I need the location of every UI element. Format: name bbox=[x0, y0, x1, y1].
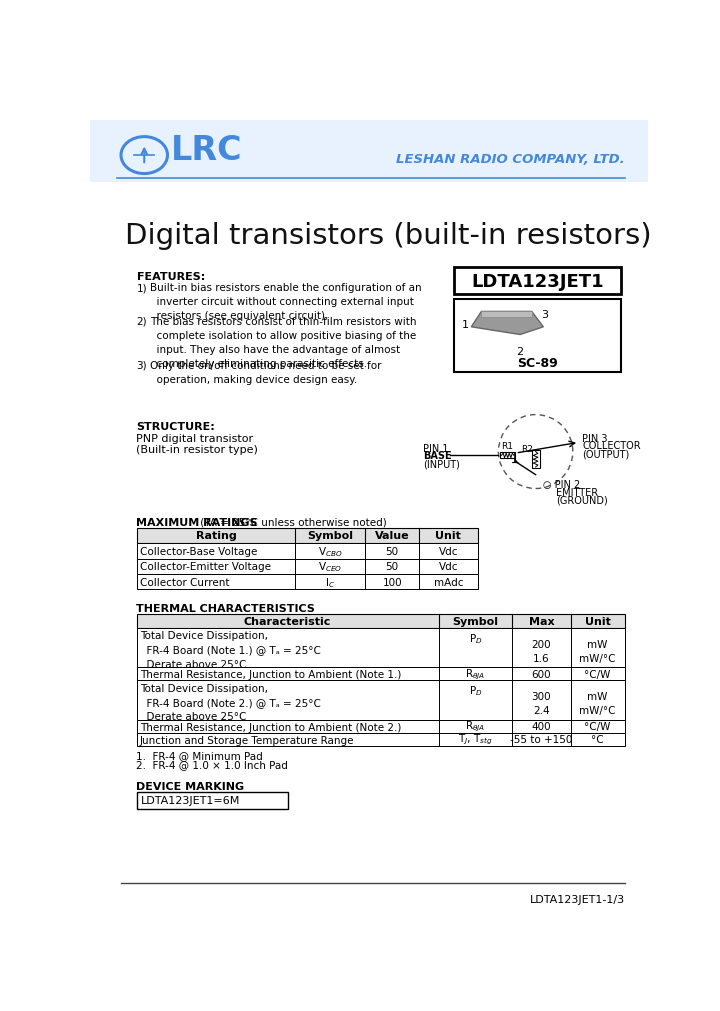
Text: Total Device Dissipation,
  FR-4 Board (Note 1.) @ Tₐ = 25°C
  Derate above 25°C: Total Device Dissipation, FR-4 Board (No… bbox=[140, 631, 320, 669]
Text: PIN 1: PIN 1 bbox=[423, 443, 449, 453]
Text: 1.  FR-4 @ Minimum Pad: 1. FR-4 @ Minimum Pad bbox=[137, 750, 264, 760]
Bar bbox=[500, 453, 516, 459]
Text: °C/W: °C/W bbox=[585, 669, 611, 679]
Text: The bias resistors consist of thin-film resistors with
  complete isolation to a: The bias resistors consist of thin-film … bbox=[150, 316, 417, 368]
Text: (TA = 25°C unless otherwise noted): (TA = 25°C unless otherwise noted) bbox=[197, 518, 387, 528]
Bar bbox=[137, 733, 625, 746]
Text: FEATURES:: FEATURES: bbox=[137, 272, 204, 282]
Text: (INPUT): (INPUT) bbox=[423, 459, 460, 469]
Bar bbox=[137, 574, 477, 589]
Text: Rating: Rating bbox=[196, 531, 236, 541]
Text: Total Device Dissipation,
  FR-4 Board (Note 2.) @ Tₐ = 25°C
  Derate above 25°C: Total Device Dissipation, FR-4 Board (No… bbox=[140, 682, 320, 722]
Bar bbox=[454, 300, 621, 373]
Bar bbox=[137, 615, 625, 628]
Text: Collector-Base Voltage: Collector-Base Voltage bbox=[140, 546, 258, 556]
Polygon shape bbox=[482, 312, 532, 317]
Text: (GROUND): (GROUND) bbox=[556, 494, 608, 504]
Text: Max: Max bbox=[528, 617, 554, 627]
Text: V$_{CEO}$: V$_{CEO}$ bbox=[318, 560, 343, 573]
Bar bbox=[137, 559, 477, 574]
Text: Unit: Unit bbox=[585, 617, 611, 627]
Text: R2: R2 bbox=[521, 445, 533, 454]
Text: Symbol: Symbol bbox=[453, 617, 498, 627]
Text: COLLECTOR: COLLECTOR bbox=[582, 441, 641, 451]
Text: mAdc: mAdc bbox=[433, 577, 463, 587]
Text: Vdc: Vdc bbox=[438, 546, 458, 556]
Text: PNP digital transistor: PNP digital transistor bbox=[137, 434, 253, 444]
Text: 600: 600 bbox=[531, 669, 552, 679]
Text: Vdc: Vdc bbox=[438, 562, 458, 571]
Text: LDTA123JET1: LDTA123JET1 bbox=[472, 272, 604, 290]
Text: Characteristic: Characteristic bbox=[244, 617, 331, 627]
Text: 2.  FR-4 @ 1.0 × 1.0 Inch Pad: 2. FR-4 @ 1.0 × 1.0 Inch Pad bbox=[137, 760, 289, 769]
Bar bbox=[137, 792, 287, 809]
Text: °C: °C bbox=[591, 734, 604, 744]
Text: Value: Value bbox=[375, 531, 410, 541]
Text: mW
mW/°C: mW mW/°C bbox=[580, 639, 616, 663]
Text: PIN 3: PIN 3 bbox=[582, 434, 608, 443]
Text: 400: 400 bbox=[531, 721, 552, 731]
Text: 50: 50 bbox=[386, 546, 399, 556]
Bar bbox=[137, 544, 477, 559]
Polygon shape bbox=[472, 312, 544, 336]
Text: °C/W: °C/W bbox=[585, 721, 611, 731]
Bar bbox=[454, 268, 621, 295]
Text: ○ PIN 2: ○ PIN 2 bbox=[544, 479, 580, 489]
Text: Thermal Resistance, Junction to Ambient (Note 1.): Thermal Resistance, Junction to Ambient … bbox=[140, 669, 401, 679]
Text: Digital transistors (built-in resistors): Digital transistors (built-in resistors) bbox=[125, 221, 652, 250]
Text: LESHAN RADIO COMPANY, LTD.: LESHAN RADIO COMPANY, LTD. bbox=[396, 154, 625, 166]
Text: 1: 1 bbox=[462, 320, 469, 331]
Text: BASE: BASE bbox=[423, 451, 452, 461]
Bar bbox=[137, 720, 625, 733]
Text: 300
2.4: 300 2.4 bbox=[531, 692, 552, 715]
Text: 2): 2) bbox=[137, 316, 147, 327]
Text: Thermal Resistance, Junction to Ambient (Note 2.): Thermal Resistance, Junction to Ambient … bbox=[140, 722, 401, 732]
Text: 200
1.6: 200 1.6 bbox=[531, 639, 552, 663]
Text: Symbol: Symbol bbox=[307, 531, 354, 541]
Text: (Built-in resistor type): (Built-in resistor type) bbox=[137, 445, 258, 454]
Text: Collector Current: Collector Current bbox=[140, 577, 230, 587]
Text: R1: R1 bbox=[502, 442, 513, 451]
Text: 100: 100 bbox=[382, 577, 402, 587]
Text: 2: 2 bbox=[516, 347, 523, 357]
Text: 50: 50 bbox=[386, 562, 399, 571]
Text: mW
mW/°C: mW mW/°C bbox=[580, 692, 616, 715]
Text: Only the on/off conditions need to be set for
  operation, making device design : Only the on/off conditions need to be se… bbox=[150, 360, 382, 384]
Text: 3: 3 bbox=[541, 310, 548, 320]
Bar bbox=[90, 121, 648, 183]
Text: P$_D$: P$_D$ bbox=[469, 683, 482, 698]
Text: 3): 3) bbox=[137, 360, 147, 370]
Bar bbox=[532, 451, 539, 469]
Text: Junction and Storage Temperature Range: Junction and Storage Temperature Range bbox=[140, 735, 354, 745]
Text: (OUTPUT): (OUTPUT) bbox=[582, 449, 629, 459]
Text: V$_{CBO}$: V$_{CBO}$ bbox=[318, 545, 343, 558]
Text: R$_{\theta JA}$: R$_{\theta JA}$ bbox=[465, 667, 486, 681]
Text: LRC: LRC bbox=[171, 134, 242, 167]
Text: T$_J$, T$_{stg}$: T$_J$, T$_{stg}$ bbox=[458, 732, 493, 746]
Text: 1): 1) bbox=[137, 283, 147, 293]
Text: LDTA123JET1=6M: LDTA123JET1=6M bbox=[141, 796, 240, 806]
Text: R$_{\theta JA}$: R$_{\theta JA}$ bbox=[465, 719, 486, 734]
Text: STRUCTURE:: STRUCTURE: bbox=[137, 422, 215, 432]
Bar bbox=[137, 680, 625, 720]
Bar bbox=[137, 667, 625, 680]
Bar bbox=[137, 528, 477, 544]
Text: SC-89: SC-89 bbox=[517, 357, 558, 370]
Text: THERMAL CHARACTERISTICS: THERMAL CHARACTERISTICS bbox=[137, 604, 315, 614]
Text: MAXIMUM RATINGS: MAXIMUM RATINGS bbox=[137, 518, 258, 528]
Text: DEVICE MARKING: DEVICE MARKING bbox=[137, 782, 245, 792]
Text: Collector-Emitter Voltage: Collector-Emitter Voltage bbox=[140, 562, 271, 571]
Text: P$_D$: P$_D$ bbox=[469, 631, 482, 645]
Text: Unit: Unit bbox=[436, 531, 462, 541]
Text: I$_{C}$: I$_{C}$ bbox=[325, 575, 336, 589]
Text: EMITTER: EMITTER bbox=[556, 487, 598, 497]
Text: Built-in bias resistors enable the configuration of an
  inverter circuit withou: Built-in bias resistors enable the confi… bbox=[150, 283, 422, 320]
Bar bbox=[137, 628, 625, 667]
Text: LDTA123JET1-1/3: LDTA123JET1-1/3 bbox=[530, 895, 625, 905]
Text: -55 to +150: -55 to +150 bbox=[510, 734, 572, 744]
